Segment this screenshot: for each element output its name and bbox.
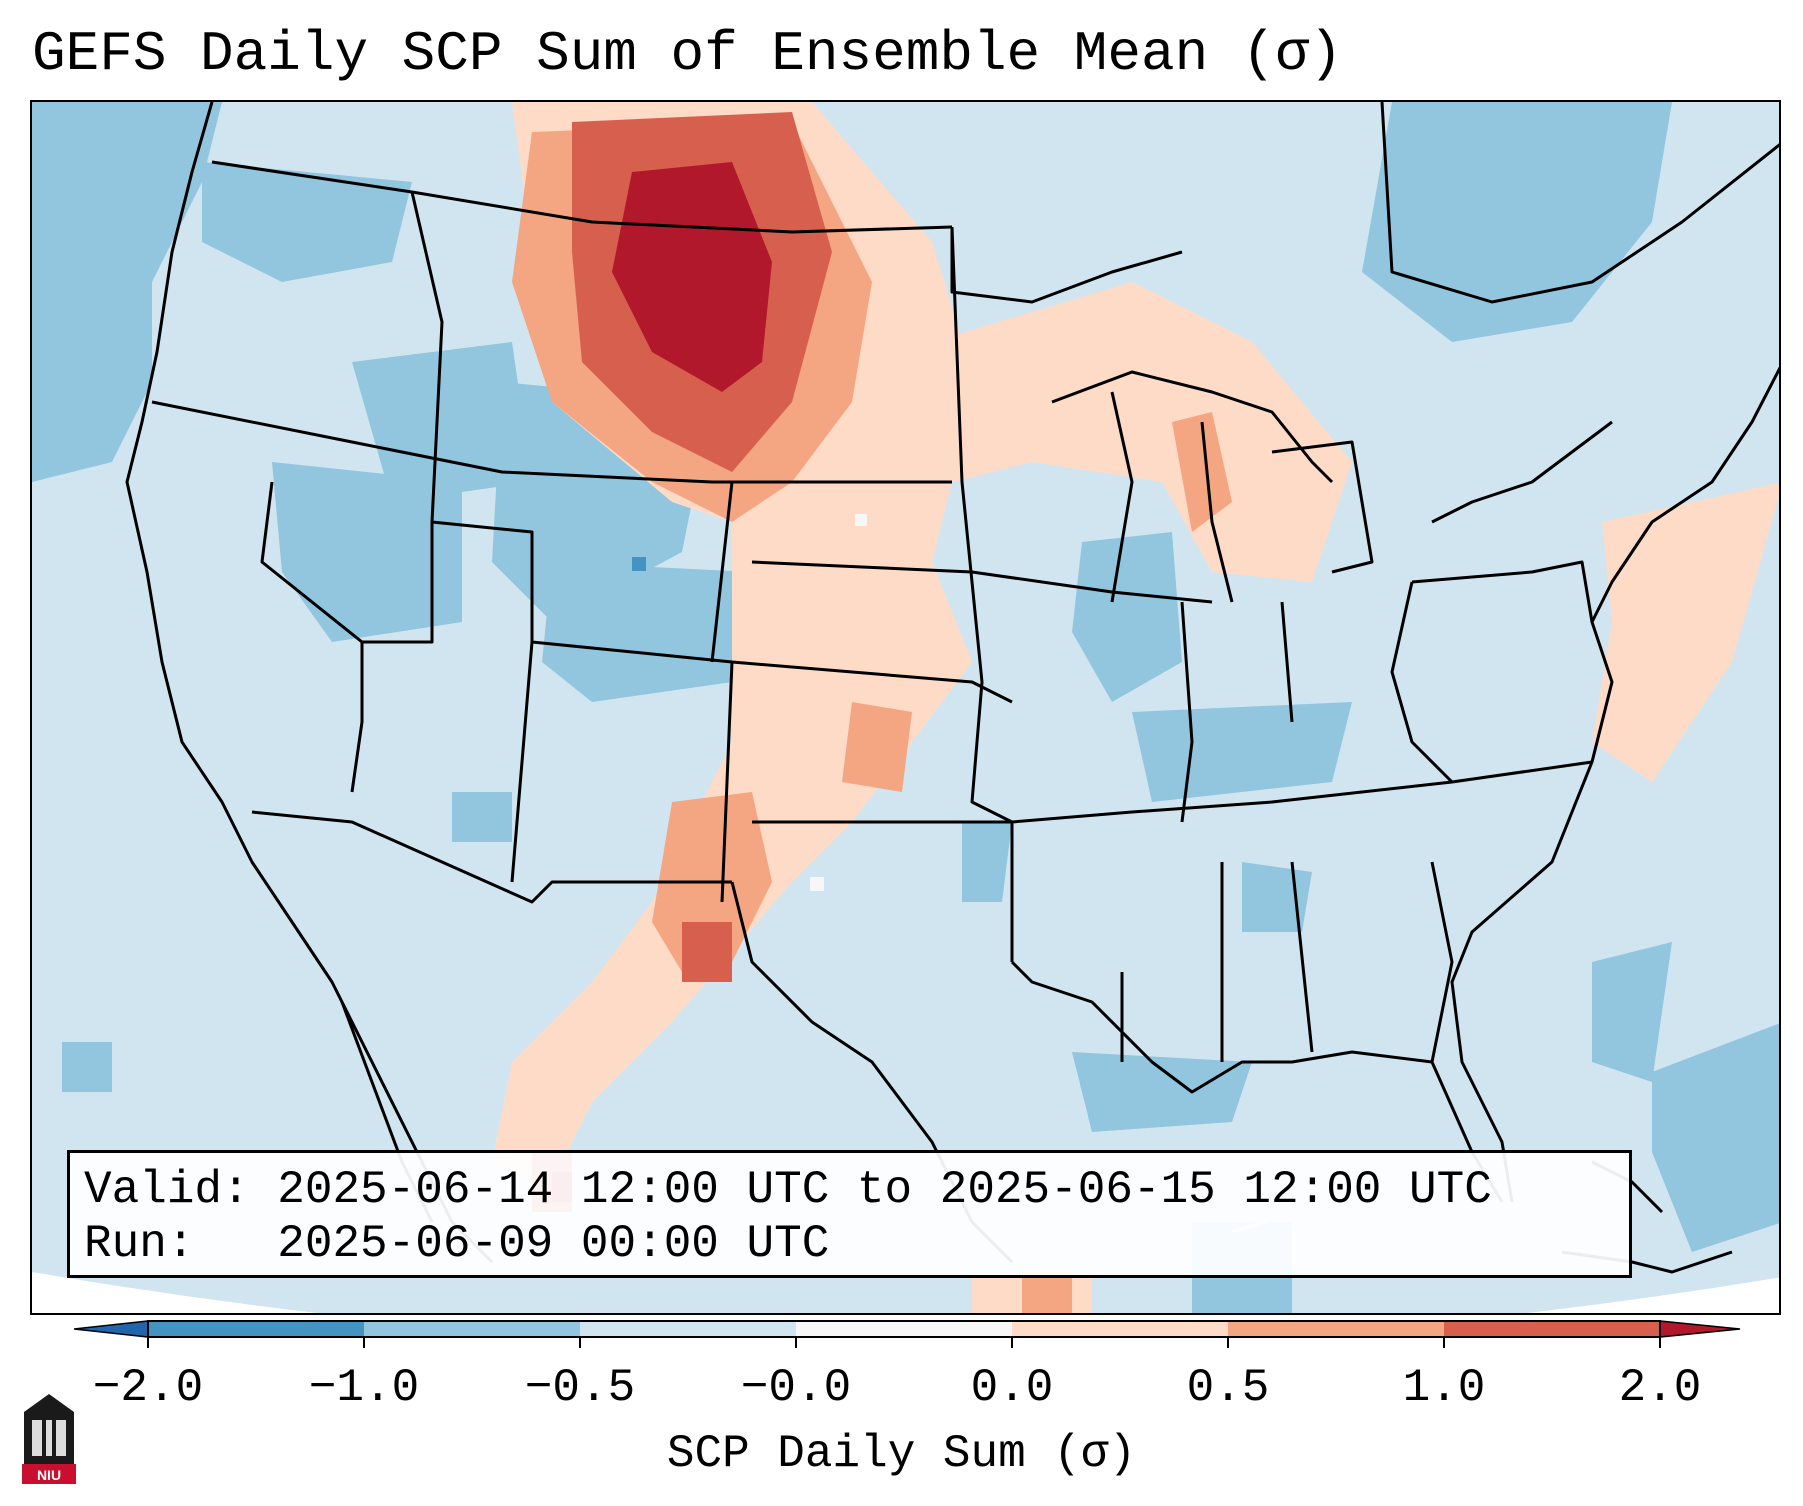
- tick-label-neg-2: −2.0: [92, 1362, 204, 1414]
- wi-line: [1110, 391, 1134, 603]
- tx-panhandle: [720, 661, 734, 903]
- west-coastline: [125, 102, 494, 1264]
- cell-texas: [810, 877, 824, 891]
- lake-michigan: [1200, 421, 1234, 603]
- region-arkansas: [962, 822, 1012, 902]
- idaho-line: [410, 191, 444, 523]
- region-alabama: [1242, 862, 1312, 932]
- gulf-coast: [1010, 960, 1504, 1203]
- colorbar-segment-1: [148, 1321, 364, 1337]
- region-michigan: [1172, 412, 1232, 532]
- region-campeche-core: [1022, 1272, 1072, 1313]
- region-big-bend: [682, 922, 732, 982]
- tick-label-1: 1.0: [1402, 1362, 1486, 1414]
- colorbar-extend-high: [1659, 1320, 1741, 1338]
- region-atlantic: [1592, 942, 1672, 1082]
- region-mid-atlantic-offshore: [1592, 482, 1779, 782]
- region-pacific-south: [62, 1042, 112, 1092]
- colorbar: [74, 1320, 1741, 1348]
- valid-line: Valid: 2025-06-14 12:00 UTC to 2025-06-1…: [84, 1164, 1492, 1216]
- ne-coastline: [1590, 366, 1779, 763]
- az-nm-line: [510, 641, 534, 883]
- colorbar-outline: [147, 1320, 1661, 1338]
- colorbar-segment-6: [1228, 1321, 1444, 1337]
- plains-east: [950, 226, 1014, 962]
- minnesota-border: [950, 227, 1183, 304]
- co-line: [710, 481, 734, 663]
- central-lines: [362, 520, 1013, 704]
- region-pacific-northwest: [32, 102, 222, 482]
- colorbar-label: SCP Daily Sum (σ): [666, 1428, 1137, 1480]
- northern-border: [211, 160, 953, 234]
- logo-badge: [22, 1464, 76, 1484]
- oh-wv-line: [1390, 581, 1454, 784]
- cell-colorado: [632, 557, 646, 571]
- colorbar-extend-low: [74, 1320, 149, 1338]
- valid-run-box: Valid: 2025-06-14 12:00 UTC to 2025-06-1…: [67, 1150, 1632, 1278]
- colorbar-ticks: [147, 1337, 1661, 1348]
- run-line: Run: 2025-06-09 00:00 UTC: [84, 1218, 830, 1270]
- tick-label-0: 0.0: [970, 1362, 1054, 1414]
- region-caribbean: [1652, 1023, 1779, 1252]
- quebec-border: [1380, 102, 1779, 304]
- al-line: [1290, 861, 1314, 1053]
- colorbar-segment-4: [796, 1321, 1012, 1337]
- map-panel: [30, 100, 1781, 1315]
- region-colorado-plateau: [542, 562, 752, 702]
- tick-label-neg-05: −0.5: [524, 1362, 636, 1414]
- east-coastline: [1450, 761, 1594, 1203]
- region-northern-plains-maximum: [612, 162, 772, 392]
- region-upper-midwest: [932, 282, 1352, 582]
- tick-label-neg-0: −0.0: [740, 1362, 852, 1414]
- kansas-nebraska: [751, 560, 1213, 604]
- tick-label-2: 2.0: [1618, 1362, 1702, 1414]
- outside-domain: [32, 1272, 1779, 1313]
- lake-ontario: [1431, 420, 1613, 524]
- colorbar-segment-3: [580, 1321, 796, 1337]
- colorbar-segment-7: [1444, 1321, 1660, 1337]
- region-arizona: [452, 792, 512, 842]
- mexico-border-west: [251, 810, 732, 904]
- chart-title: GEFS Daily SCP Sum of Ensemble Mean (σ): [32, 22, 1343, 86]
- ga-line: [1430, 861, 1454, 1063]
- tick-label-05: 0.5: [1186, 1362, 1270, 1414]
- pa-line: [1411, 560, 1594, 623]
- region-washington: [202, 162, 412, 282]
- oh-line: [1280, 601, 1294, 723]
- ok-tn-line: [752, 760, 1593, 824]
- colorbar-segment-5: [1012, 1321, 1228, 1337]
- colorbar-segment-2: [364, 1321, 580, 1337]
- cell-nebraska: [855, 514, 867, 526]
- region-idaho: [352, 342, 532, 502]
- in-line: [1180, 601, 1194, 823]
- region-illinois: [1072, 532, 1182, 702]
- map-svg: [32, 102, 1779, 1313]
- great-lakes-line: [1051, 370, 1334, 484]
- tick-label-neg-1: −1.0: [308, 1362, 420, 1414]
- michigan-mitten: [1271, 440, 1374, 574]
- region-kansas: [842, 702, 912, 792]
- line-oregon-wyoming: [151, 400, 952, 484]
- region-gulf: [1072, 1052, 1252, 1132]
- region-great-basin: [272, 462, 462, 642]
- logo-windows: [32, 1420, 66, 1456]
- negative-anomaly-zones: [32, 102, 1779, 1313]
- niu-logo: NIU: [22, 1394, 76, 1484]
- logo-text: NIU: [37, 1467, 61, 1483]
